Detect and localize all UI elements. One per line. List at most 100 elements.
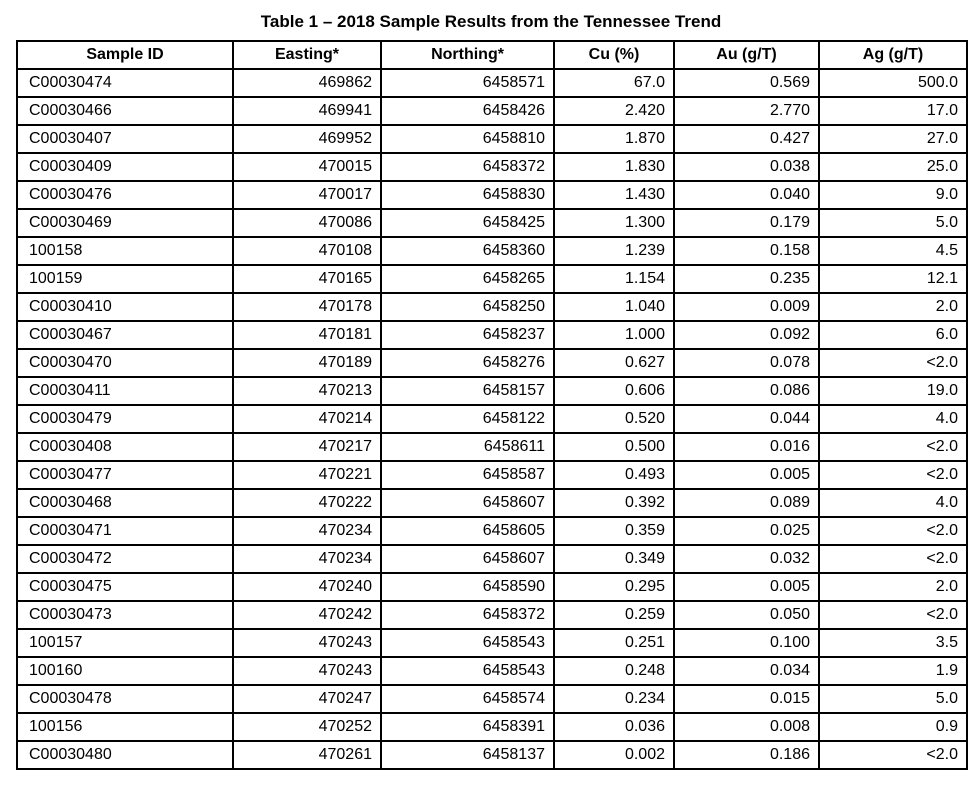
table-row: 100160 470243 6458543 0.248 0.034 1.9 bbox=[16, 656, 968, 686]
table-row: C00030408 470217 6458611 0.500 0.016 <2.0 bbox=[16, 432, 968, 462]
cell-au: 0.015 bbox=[673, 684, 820, 714]
cell-sample-id: C00030477 bbox=[16, 460, 234, 490]
cell-northing: 6458265 bbox=[380, 264, 555, 294]
cell-sample-id: C00030474 bbox=[16, 68, 234, 98]
cell-au: 0.038 bbox=[673, 152, 820, 182]
cell-northing: 6458157 bbox=[380, 376, 555, 406]
cell-easting: 470217 bbox=[232, 432, 382, 462]
cell-sample-id: C00030408 bbox=[16, 432, 234, 462]
table-row: C00030467 470181 6458237 1.000 0.092 6.0 bbox=[16, 320, 968, 350]
cell-ag: 5.0 bbox=[818, 684, 968, 714]
cell-au: 0.569 bbox=[673, 68, 820, 98]
cell-cu: 1.870 bbox=[553, 124, 675, 154]
cell-easting: 469862 bbox=[232, 68, 382, 98]
cell-cu: 0.359 bbox=[553, 516, 675, 546]
cell-cu: 67.0 bbox=[553, 68, 675, 98]
cell-easting: 470221 bbox=[232, 460, 382, 490]
table-row: C00030409 470015 6458372 1.830 0.038 25.0 bbox=[16, 152, 968, 182]
table-row: C00030410 470178 6458250 1.040 0.009 2.0 bbox=[16, 292, 968, 322]
cell-sample-id: C00030407 bbox=[16, 124, 234, 154]
cell-easting: 470017 bbox=[232, 180, 382, 210]
cell-au: 0.040 bbox=[673, 180, 820, 210]
cell-cu: 1.430 bbox=[553, 180, 675, 210]
cell-northing: 6458830 bbox=[380, 180, 555, 210]
cell-sample-id: 100158 bbox=[16, 236, 234, 266]
table-row: C00030474 469862 6458571 67.0 0.569 500.0 bbox=[16, 68, 968, 98]
column-header-ag: Ag (g/T) bbox=[818, 40, 968, 70]
column-header-sample-id: Sample ID bbox=[16, 40, 234, 70]
cell-au: 0.158 bbox=[673, 236, 820, 266]
cell-ag: 17.0 bbox=[818, 96, 968, 126]
cell-ag: 12.1 bbox=[818, 264, 968, 294]
cell-sample-id: 100157 bbox=[16, 628, 234, 658]
cell-easting: 470252 bbox=[232, 712, 382, 742]
cell-cu: 0.500 bbox=[553, 432, 675, 462]
table-row: C00030466 469941 6458426 2.420 2.770 17.0 bbox=[16, 96, 968, 126]
table-row: 100156 470252 6458391 0.036 0.008 0.9 bbox=[16, 712, 968, 742]
cell-easting: 470165 bbox=[232, 264, 382, 294]
cell-easting: 470178 bbox=[232, 292, 382, 322]
table-row: C00030480 470261 6458137 0.002 0.186 <2.0 bbox=[16, 740, 968, 770]
cell-sample-id: C00030476 bbox=[16, 180, 234, 210]
cell-northing: 6458543 bbox=[380, 656, 555, 686]
cell-cu: 1.000 bbox=[553, 320, 675, 350]
cell-ag: 500.0 bbox=[818, 68, 968, 98]
cell-northing: 6458250 bbox=[380, 292, 555, 322]
cell-northing: 6458574 bbox=[380, 684, 555, 714]
cell-ag: 19.0 bbox=[818, 376, 968, 406]
cell-sample-id: C00030468 bbox=[16, 488, 234, 518]
cell-au: 0.092 bbox=[673, 320, 820, 350]
cell-sample-id: C00030478 bbox=[16, 684, 234, 714]
table-row: C00030477 470221 6458587 0.493 0.005 <2.0 bbox=[16, 460, 968, 490]
cell-cu: 1.830 bbox=[553, 152, 675, 182]
cell-cu: 0.493 bbox=[553, 460, 675, 490]
cell-cu: 1.239 bbox=[553, 236, 675, 266]
cell-northing: 6458122 bbox=[380, 404, 555, 434]
table-row: 100159 470165 6458265 1.154 0.235 12.1 bbox=[16, 264, 968, 294]
column-header-northing: Northing* bbox=[380, 40, 555, 70]
cell-easting: 470234 bbox=[232, 544, 382, 574]
cell-northing: 6458607 bbox=[380, 488, 555, 518]
cell-au: 0.005 bbox=[673, 572, 820, 602]
cell-northing: 6458237 bbox=[380, 320, 555, 350]
cell-easting: 470108 bbox=[232, 236, 382, 266]
cell-cu: 1.300 bbox=[553, 208, 675, 238]
cell-ag: 0.9 bbox=[818, 712, 968, 742]
cell-sample-id: C00030411 bbox=[16, 376, 234, 406]
cell-easting: 470242 bbox=[232, 600, 382, 630]
cell-northing: 6458137 bbox=[380, 740, 555, 770]
table-row: C00030479 470214 6458122 0.520 0.044 4.0 bbox=[16, 404, 968, 434]
cell-ag: 4.0 bbox=[818, 488, 968, 518]
cell-northing: 6458276 bbox=[380, 348, 555, 378]
column-header-cu: Cu (%) bbox=[553, 40, 675, 70]
cell-easting: 470261 bbox=[232, 740, 382, 770]
table-row: 100157 470243 6458543 0.251 0.100 3.5 bbox=[16, 628, 968, 658]
cell-au: 0.005 bbox=[673, 460, 820, 490]
cell-northing: 6458571 bbox=[380, 68, 555, 98]
cell-au: 0.100 bbox=[673, 628, 820, 658]
cell-au: 0.032 bbox=[673, 544, 820, 574]
sample-results-table: Sample ID Easting* Northing* Cu (%) Au (… bbox=[16, 40, 968, 770]
cell-cu: 0.349 bbox=[553, 544, 675, 574]
cell-easting: 470213 bbox=[232, 376, 382, 406]
cell-cu: 0.295 bbox=[553, 572, 675, 602]
cell-sample-id: C00030467 bbox=[16, 320, 234, 350]
cell-northing: 6458607 bbox=[380, 544, 555, 574]
cell-sample-id: C00030471 bbox=[16, 516, 234, 546]
cell-au: 0.179 bbox=[673, 208, 820, 238]
cell-easting: 470214 bbox=[232, 404, 382, 434]
cell-northing: 6458425 bbox=[380, 208, 555, 238]
cell-ag: <2.0 bbox=[818, 544, 968, 574]
cell-ag: <2.0 bbox=[818, 460, 968, 490]
cell-au: 0.078 bbox=[673, 348, 820, 378]
cell-ag: 2.0 bbox=[818, 292, 968, 322]
cell-easting: 470247 bbox=[232, 684, 382, 714]
cell-ag: <2.0 bbox=[818, 348, 968, 378]
table-row: C00030411 470213 6458157 0.606 0.086 19.0 bbox=[16, 376, 968, 406]
cell-northing: 6458360 bbox=[380, 236, 555, 266]
cell-sample-id: C00030469 bbox=[16, 208, 234, 238]
cell-au: 0.025 bbox=[673, 516, 820, 546]
cell-cu: 0.251 bbox=[553, 628, 675, 658]
cell-au: 0.089 bbox=[673, 488, 820, 518]
